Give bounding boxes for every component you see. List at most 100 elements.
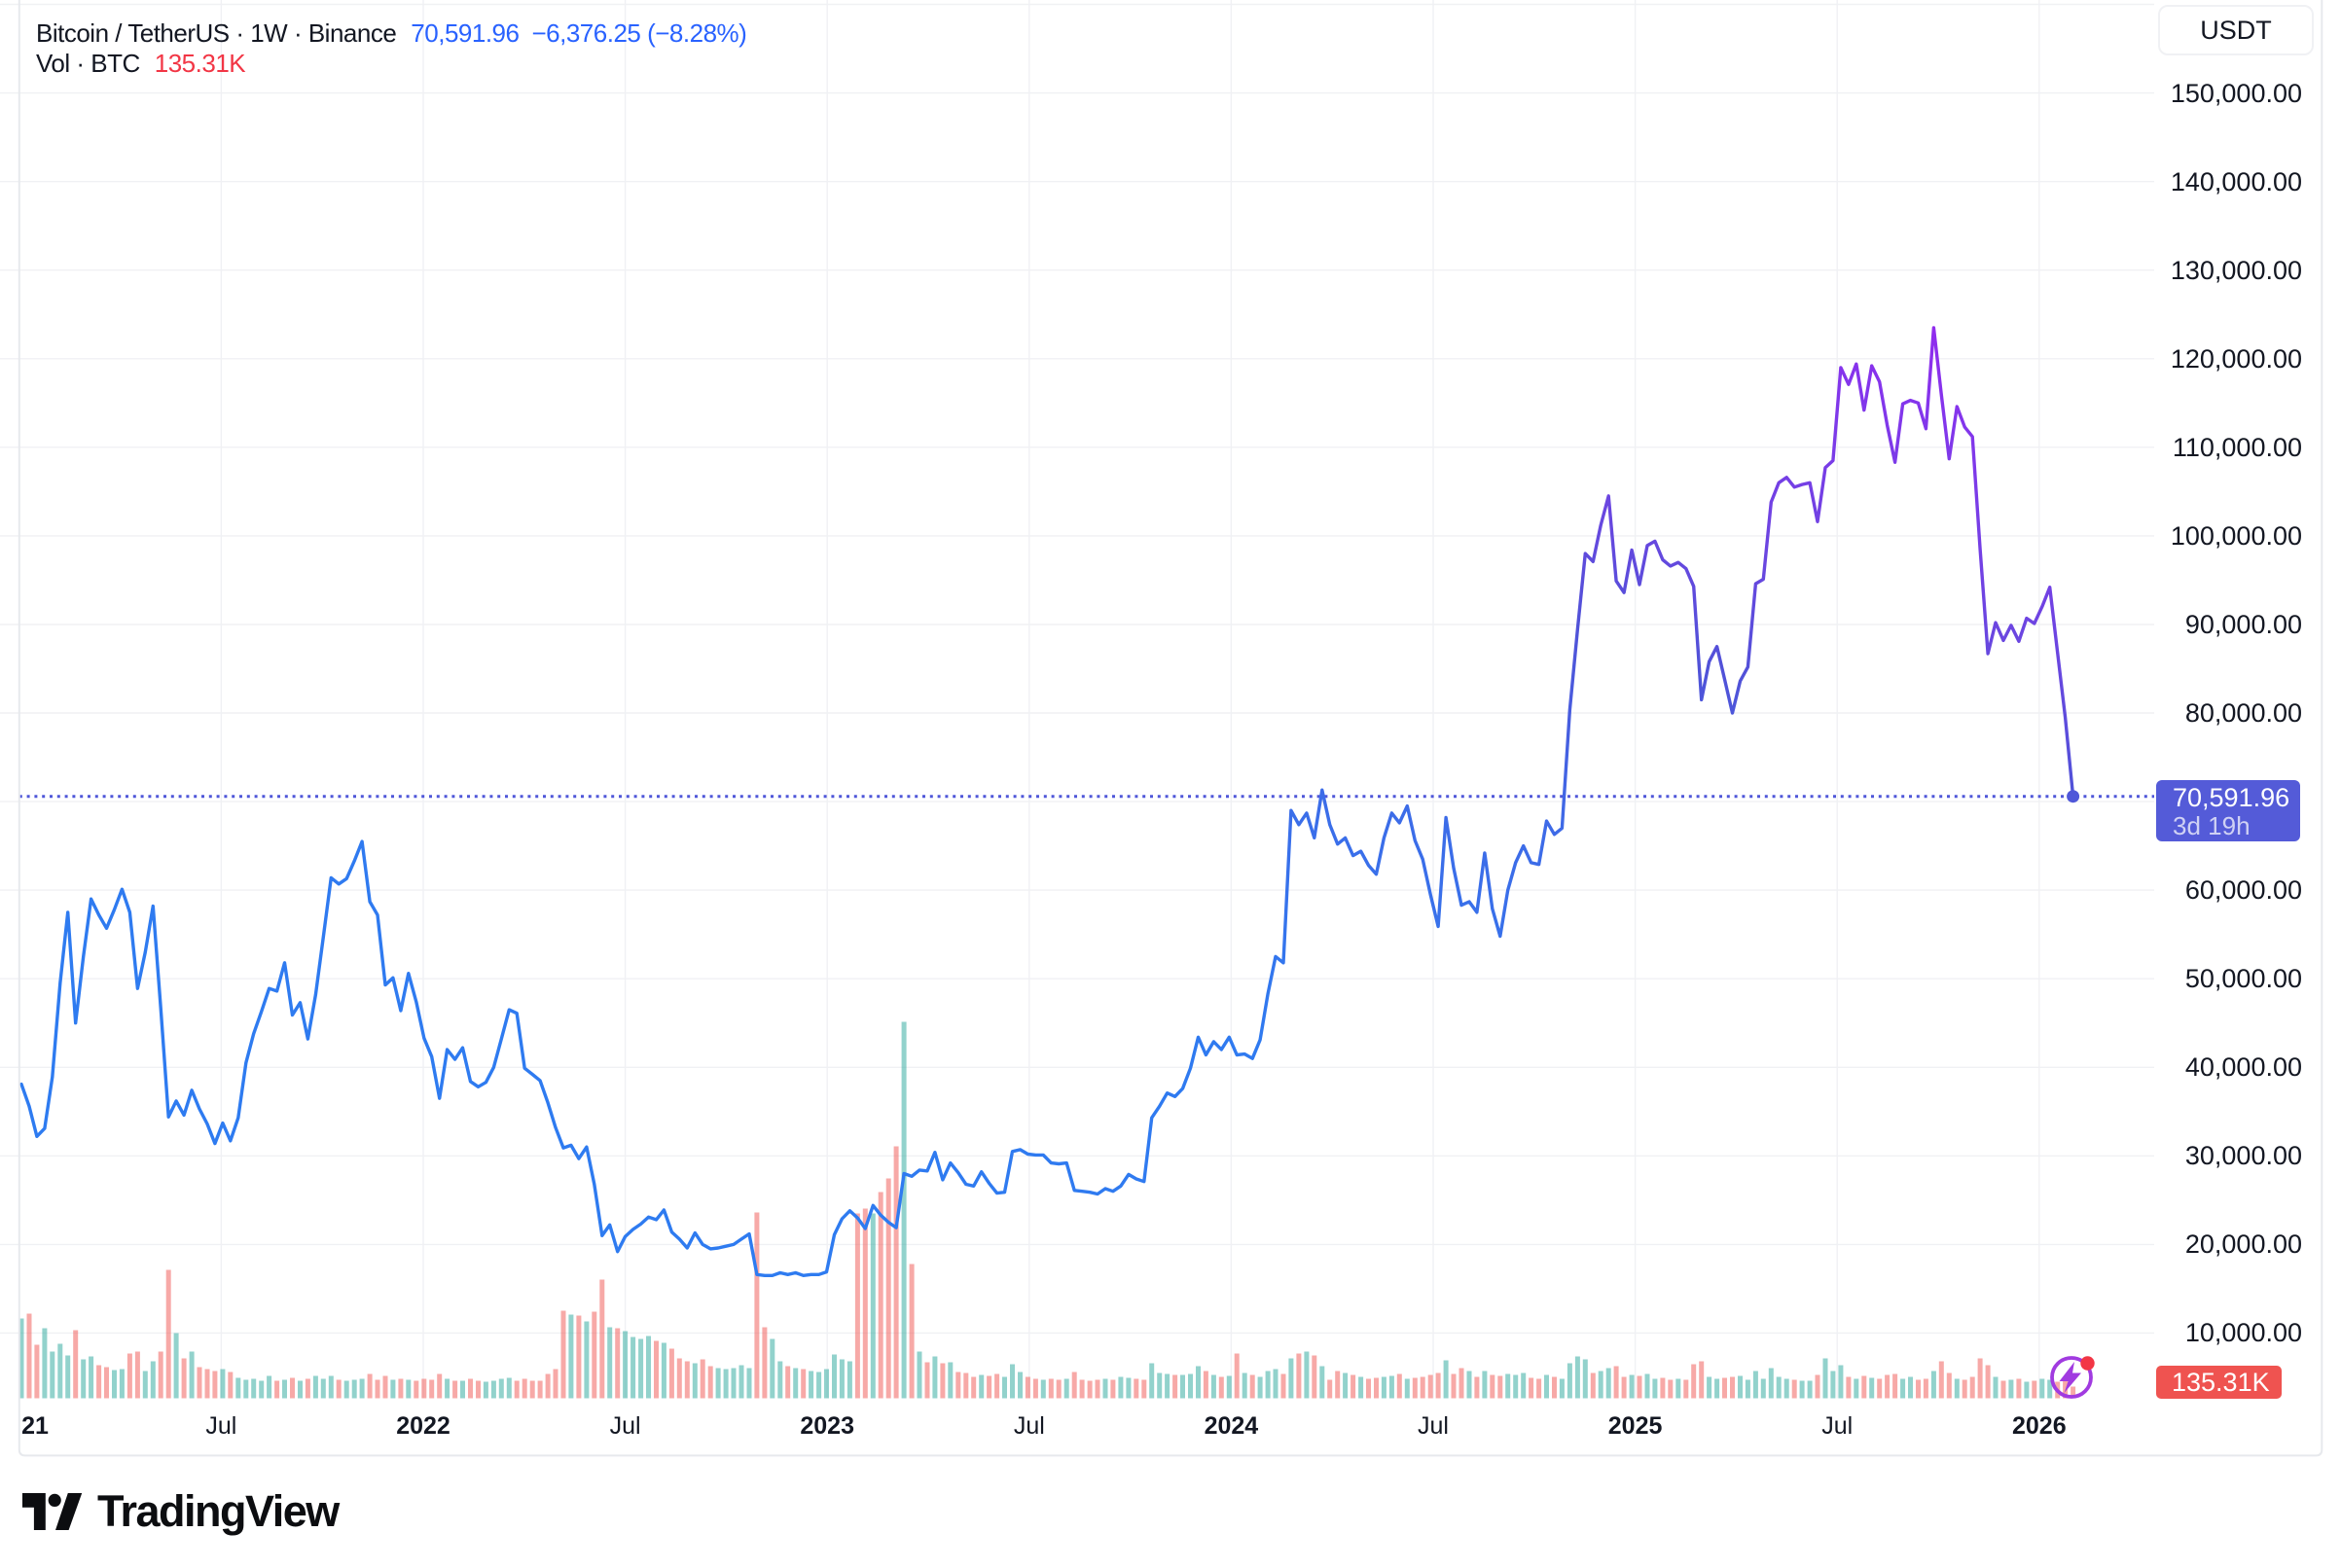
volume-bar — [429, 1379, 435, 1399]
volume-bar — [1110, 1379, 1116, 1399]
volume-bar — [421, 1378, 427, 1399]
volume-bar — [134, 1351, 140, 1399]
volume-bar — [1226, 1375, 1232, 1399]
volume-bar — [924, 1362, 930, 1399]
volume-bar — [1141, 1379, 1147, 1399]
volume-bar — [560, 1310, 566, 1399]
volume-bar — [1157, 1372, 1163, 1399]
volume-row-label[interactable]: Vol · BTC — [36, 49, 140, 78]
volume-bar — [305, 1378, 310, 1399]
volume-bar — [359, 1378, 365, 1399]
volume-bar — [1343, 1372, 1349, 1399]
volume-bar — [1249, 1374, 1255, 1399]
volume-bar — [243, 1379, 249, 1399]
symbol-title[interactable]: Bitcoin / TetherUS · 1W · Binance — [36, 18, 397, 48]
volume-bar — [1296, 1353, 1302, 1399]
volume-bar — [1466, 1371, 1472, 1399]
volume-bar — [343, 1380, 349, 1399]
volume-bar — [1714, 1378, 1720, 1399]
legend-symbol-row[interactable]: Bitcoin / TetherUS · 1W · Binance 70,591.… — [36, 18, 747, 49]
volume-bar — [197, 1367, 202, 1399]
volume-bar — [770, 1338, 775, 1399]
volume-bar — [1165, 1373, 1170, 1399]
volume-bar — [676, 1358, 682, 1399]
legend-change: −6,376.25 (−8.28%) — [531, 18, 747, 48]
volume-bar — [1938, 1361, 1944, 1399]
volume-bar — [1544, 1374, 1549, 1399]
price-tick-label: 130,000.00 — [2170, 255, 2302, 285]
logo-bar-shape — [22, 1493, 46, 1530]
volume-bar — [2047, 1379, 2053, 1399]
volume-bar — [1312, 1355, 1317, 1399]
volume-bar — [862, 1208, 868, 1399]
volume-bar — [104, 1367, 109, 1399]
tradingview-logo[interactable]: TradingView — [22, 1486, 340, 1536]
volume-bar — [1954, 1378, 1960, 1399]
volume-bar — [1892, 1373, 1898, 1399]
volume-bar — [1505, 1373, 1511, 1399]
volume-bars — [18, 1021, 2076, 1399]
volume-bar — [398, 1378, 404, 1399]
currency-button[interactable]: USDT — [2158, 5, 2314, 55]
volume-bar — [955, 1372, 961, 1399]
volume-bar — [181, 1358, 187, 1399]
volume-bar — [2063, 1380, 2069, 1399]
legend-volume-row[interactable]: Vol · BTC 135.31K — [36, 49, 746, 79]
volume-bar — [96, 1365, 102, 1399]
volume-bar — [1102, 1378, 1108, 1399]
time-tick-label: Jul — [1013, 1412, 1045, 1440]
volume-bar — [1443, 1360, 1449, 1399]
price-tick-label: 90,000.00 — [2184, 610, 2302, 639]
volume-bar — [1993, 1376, 1999, 1399]
volume-bar — [754, 1212, 760, 1399]
volume-bar — [173, 1333, 179, 1399]
volume-bar — [1791, 1379, 1797, 1399]
time-tick-label: 21 — [21, 1412, 49, 1440]
volume-bar — [599, 1279, 605, 1399]
volume-bar — [119, 1369, 125, 1399]
volume-bar — [26, 1313, 32, 1399]
volume-bar — [801, 1369, 807, 1399]
volume-bar — [1807, 1380, 1813, 1399]
volume-bar — [885, 1178, 891, 1399]
volume-bar — [1521, 1372, 1527, 1399]
volume-bar — [2039, 1378, 2045, 1399]
volume-bar — [2032, 1380, 2037, 1399]
volume-bar — [2000, 1380, 2006, 1399]
volume-bar — [1962, 1379, 1967, 1399]
volume-bar — [445, 1378, 450, 1399]
volume-bar — [1776, 1376, 1782, 1399]
volume-bar — [1745, 1379, 1750, 1399]
volume-bar — [1567, 1363, 1572, 1399]
volume-bar — [1760, 1378, 1766, 1399]
volume-bar — [1188, 1373, 1193, 1399]
instant-order-flash-icon[interactable] — [2045, 1351, 2107, 1413]
volume-bar — [158, 1351, 163, 1399]
volume-bar — [777, 1361, 783, 1399]
volume-bar — [1552, 1376, 1557, 1399]
volume-bar — [1854, 1378, 1859, 1399]
volume-bar — [1683, 1379, 1689, 1399]
volume-bar — [1180, 1374, 1185, 1399]
volume-bar — [630, 1336, 636, 1399]
tradingview-logo-text: TradingView — [97, 1486, 340, 1536]
volume-bar — [746, 1368, 752, 1399]
volume-bar — [1861, 1375, 1867, 1399]
volume-bar — [460, 1380, 465, 1399]
grid-lines — [0, 0, 2154, 1399]
price-line — [19, 326, 2075, 1278]
volume-bar — [1969, 1376, 1975, 1399]
volume-bar — [1273, 1369, 1279, 1399]
volume-bar — [290, 1377, 295, 1399]
volume-bar — [1916, 1379, 1921, 1399]
volume-bar — [468, 1378, 473, 1399]
volume-bar — [204, 1369, 210, 1399]
volume-bar — [529, 1380, 535, 1399]
price-tick-label: 80,000.00 — [2184, 698, 2302, 728]
volume-bar — [1118, 1376, 1124, 1399]
flash-circle — [2050, 1356, 2093, 1399]
volume-bar — [282, 1379, 287, 1399]
volume-bar — [793, 1368, 799, 1399]
volume-bar — [1018, 1372, 1023, 1399]
